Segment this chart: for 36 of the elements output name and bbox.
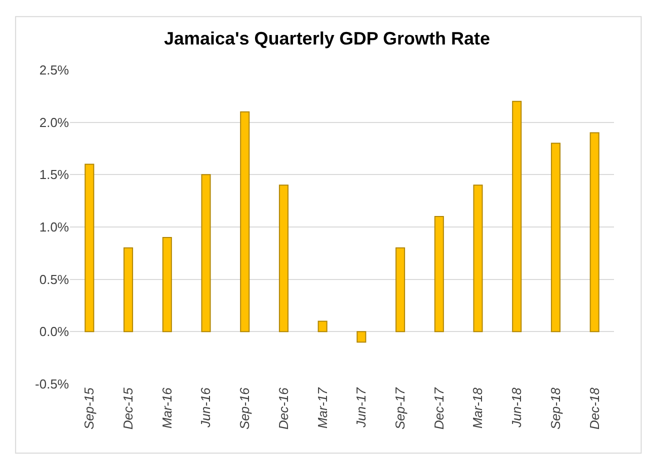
y-tick-label: 2.0% xyxy=(39,114,70,130)
y-tick-label: 0.5% xyxy=(39,272,70,287)
bar xyxy=(473,184,483,332)
x-tick-label: Mar-18 xyxy=(470,386,486,429)
x-tick-label: Dec-18 xyxy=(586,386,602,430)
bar xyxy=(278,184,288,332)
y-tick-label: 2.5% xyxy=(39,62,70,78)
x-tick-label: Sep-16 xyxy=(237,386,252,430)
x-tick-label: Jun-17 xyxy=(354,386,369,428)
y-tick-label: -0.5% xyxy=(35,376,70,392)
bar xyxy=(434,216,444,332)
x-tick-label: Sep-18 xyxy=(548,386,563,430)
bar xyxy=(162,236,172,332)
x-tick-label: Sep-17 xyxy=(392,386,408,430)
bar xyxy=(512,100,522,332)
y-tick-label: 0.0% xyxy=(39,324,70,340)
x-tick-label: Dec-16 xyxy=(276,386,291,430)
bar xyxy=(356,331,366,343)
bar xyxy=(590,132,600,332)
bar xyxy=(84,164,94,332)
x-tick-label: Dec-15 xyxy=(120,386,136,430)
x-tick-label: Sep-15 xyxy=(82,386,97,430)
bar xyxy=(318,320,328,332)
y-tick-label: 1.0% xyxy=(39,220,70,235)
y-tick-label: 1.5% xyxy=(39,167,70,182)
x-tick-label: Dec-17 xyxy=(431,386,446,430)
bar xyxy=(240,111,250,332)
chart-title: Jamaica's Quarterly GDP Growth Rate xyxy=(164,28,490,48)
bar xyxy=(550,142,560,332)
bar xyxy=(201,174,211,332)
bar xyxy=(396,247,406,332)
bar xyxy=(124,247,134,332)
x-tick-label: Jun-18 xyxy=(509,386,524,428)
x-tick-label: Jun-16 xyxy=(198,386,214,428)
x-tick-label: Mar-17 xyxy=(314,386,330,429)
x-tick-label: Mar-16 xyxy=(159,386,174,429)
